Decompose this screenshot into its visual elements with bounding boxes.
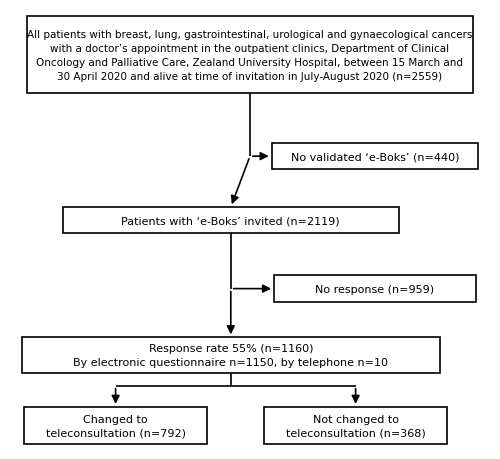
Text: All patients with breast, lung, gastrointestinal, urological and gynaecological : All patients with breast, lung, gastroin… [28,29,472,81]
Bar [272,144,478,170]
Bar [63,207,399,234]
Text: Not changed to
teleconsultation (n=368): Not changed to teleconsultation (n=368) [286,414,426,437]
Bar [24,407,207,444]
Bar [22,337,440,373]
Bar [264,407,447,444]
Bar [274,276,475,302]
Text: No validated ‘e-Boks’ (n=440): No validated ‘e-Boks’ (n=440) [290,152,459,162]
Text: Changed to
teleconsultation (n=792): Changed to teleconsultation (n=792) [46,414,186,437]
Text: Patients with ‘e-Boks’ invited (n=2119): Patients with ‘e-Boks’ invited (n=2119) [122,216,340,226]
Text: Response rate 55% (n=1160)
By electronic questionnaire n=1150, by telephone n=10: Response rate 55% (n=1160) By electronic… [74,343,388,367]
Bar [27,17,473,94]
Text: No response (n=959): No response (n=959) [315,284,434,294]
